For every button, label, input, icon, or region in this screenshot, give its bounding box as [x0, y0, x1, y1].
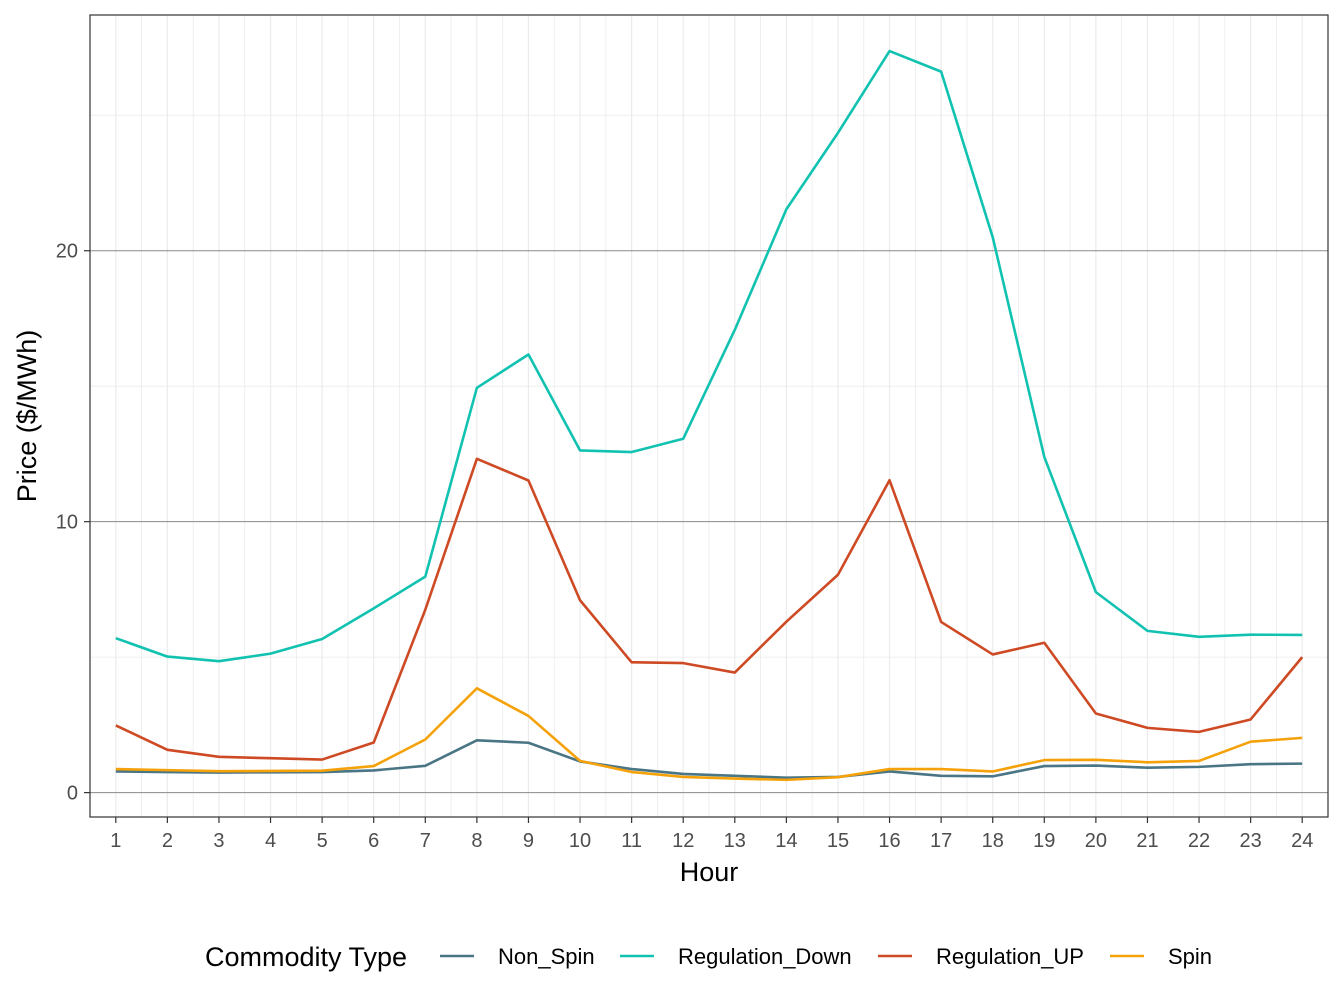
plot-panel-border [89, 14, 1329, 818]
legend: Commodity Type Non_Spin Regulation_Down Re… [205, 942, 1212, 972]
x-axis-title: Hour [680, 857, 739, 887]
legend-label: Regulation_Down [678, 944, 852, 969]
x-tick-label: 14 [775, 830, 797, 852]
x-tick-label: 20 [1085, 830, 1107, 852]
y-axis-title: Price ($/MWh) [12, 330, 42, 503]
y-tick-label: 0 [67, 783, 78, 805]
x-tick-label: 22 [1188, 830, 1210, 852]
y-axis: 0 10 20 [56, 241, 90, 805]
major-gridlines [90, 15, 1328, 817]
x-tick-label: 4 [265, 830, 276, 852]
x-tick-label: 21 [1136, 830, 1158, 852]
x-tick-label: 12 [672, 830, 694, 852]
x-tick-label: 11 [621, 830, 642, 852]
minor-gridlines [90, 15, 1328, 817]
x-tick-label: 15 [827, 830, 849, 852]
legend-label: Regulation_UP [936, 944, 1084, 969]
x-tick-label: 7 [420, 830, 431, 852]
series-line-regulation-up [115, 457, 1304, 761]
y-tick-label: 10 [56, 512, 78, 534]
x-tick-label: 18 [982, 830, 1004, 852]
series-line-spin [115, 686, 1303, 782]
series-lines [115, 49, 1304, 782]
x-tick-label: 16 [878, 830, 900, 852]
x-tick-label: 23 [1240, 830, 1262, 852]
x-tick-label: 13 [724, 830, 746, 852]
y-tick-label: 20 [56, 241, 78, 263]
x-axis: 1 2 3 4 5 6 7 8 9 10 11 12 13 14 15 16 17 18 19 20 21 22 23 24 [110, 817, 1313, 852]
legend-label: Spin [1168, 944, 1212, 969]
x-tick-label: 10 [569, 830, 591, 852]
x-tick-label: 3 [213, 830, 224, 852]
x-tick-label: 2 [162, 830, 173, 852]
series-line-regulation-down [115, 49, 1303, 663]
x-tick-label: 6 [368, 830, 379, 852]
x-tick-label: 19 [1033, 830, 1055, 852]
x-tick-label: 24 [1291, 830, 1313, 852]
legend-title: Commodity Type [205, 942, 407, 972]
x-tick-label: 8 [471, 830, 482, 852]
series-line-non-spin [115, 739, 1303, 780]
x-tick-label: 5 [317, 830, 328, 852]
x-tick-label: 9 [523, 830, 534, 852]
x-tick-label: 17 [930, 830, 952, 852]
legend-label: Non_Spin [498, 944, 595, 969]
x-tick-label: 1 [110, 830, 121, 852]
